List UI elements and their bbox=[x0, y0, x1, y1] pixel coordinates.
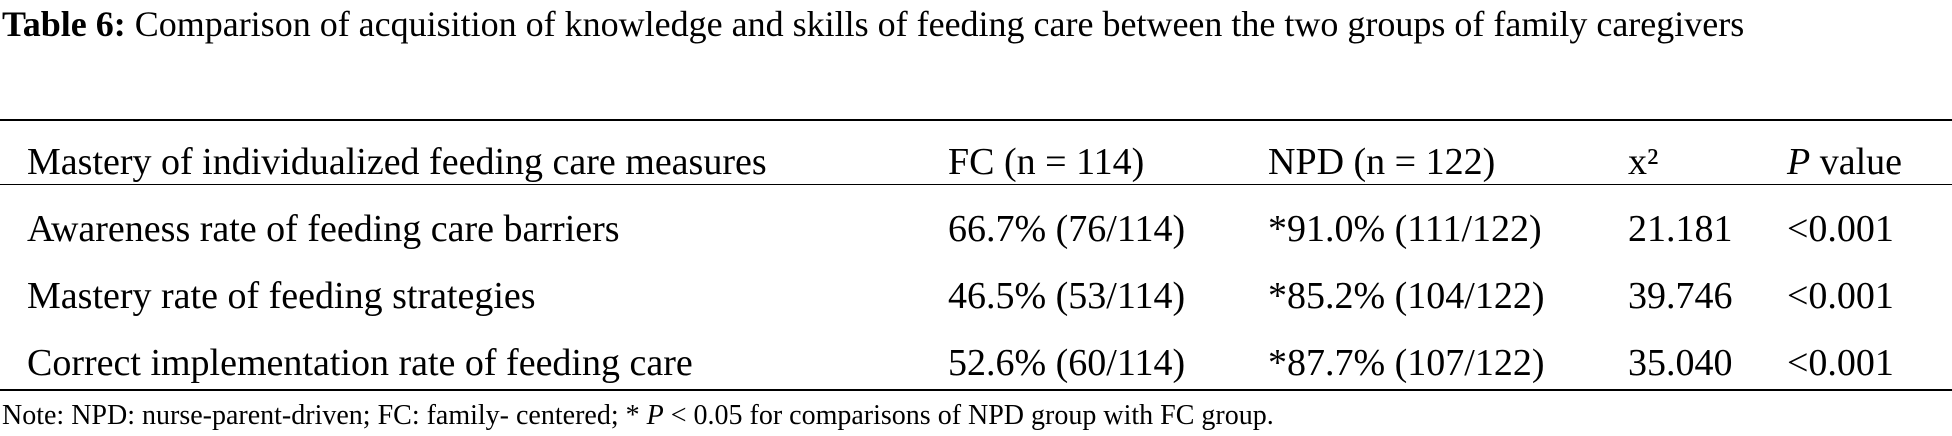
table-header-rule bbox=[0, 184, 1952, 185]
cell-measure: Mastery rate of feeding strategies bbox=[27, 275, 536, 317]
cell-p-value: <0.001 bbox=[1787, 208, 1894, 250]
table-bottom-rule bbox=[0, 389, 1952, 391]
cell-p-value: <0.001 bbox=[1787, 275, 1894, 317]
table-row: Correct implementation rate of feeding c… bbox=[0, 337, 1952, 389]
header-p-value: P value bbox=[1787, 136, 1902, 188]
table-caption-text: Comparison of acquisition of knowledge a… bbox=[134, 4, 1745, 44]
footnote-suffix: < 0.05 for comparisons of NPD group with… bbox=[663, 400, 1274, 431]
table-caption-label: Table 6: bbox=[2, 4, 126, 44]
cell-chi-square: 21.181 bbox=[1628, 208, 1733, 250]
cell-npd: *87.7% (107/122) bbox=[1268, 342, 1545, 384]
cell-chi-square: 39.746 bbox=[1628, 275, 1733, 317]
header-fc-group: FC (n = 114) bbox=[948, 141, 1145, 183]
table-footnote: Note: NPD: nurse-parent-driven; FC: fami… bbox=[2, 396, 1274, 436]
table-row: Mastery rate of feeding strategies 46.5%… bbox=[0, 270, 1952, 322]
header-p-word: value bbox=[1810, 141, 1903, 183]
cell-measure: Awareness rate of feeding care barriers bbox=[27, 208, 620, 250]
cell-chi-square: 35.040 bbox=[1628, 342, 1733, 384]
header-measure: Mastery of individualized feeding care m… bbox=[27, 141, 767, 183]
header-p-symbol: P bbox=[1787, 141, 1811, 183]
cell-fc: 66.7% (76/114) bbox=[948, 208, 1186, 250]
footnote-prefix: Note: NPD: nurse-parent-driven; FC: fami… bbox=[2, 400, 647, 431]
cell-fc: 46.5% (53/114) bbox=[948, 275, 1186, 317]
cell-npd: *91.0% (111/122) bbox=[1268, 208, 1542, 250]
cell-npd: *85.2% (104/122) bbox=[1268, 275, 1545, 317]
table-row: Awareness rate of feeding care barriers … bbox=[0, 203, 1952, 255]
footnote-p-symbol: P bbox=[646, 400, 664, 431]
header-npd-group: NPD (n = 122) bbox=[1268, 141, 1496, 183]
table-top-rule bbox=[0, 119, 1952, 121]
table-caption: Table 6: Comparison of acquisition of kn… bbox=[2, 0, 1947, 49]
cell-p-value: <0.001 bbox=[1787, 342, 1894, 384]
cell-measure: Correct implementation rate of feeding c… bbox=[27, 342, 693, 384]
cell-fc: 52.6% (60/114) bbox=[948, 342, 1186, 384]
table-header-row: Mastery of individualized feeding care m… bbox=[0, 136, 1952, 188]
header-chi-square: x² bbox=[1628, 141, 1659, 183]
